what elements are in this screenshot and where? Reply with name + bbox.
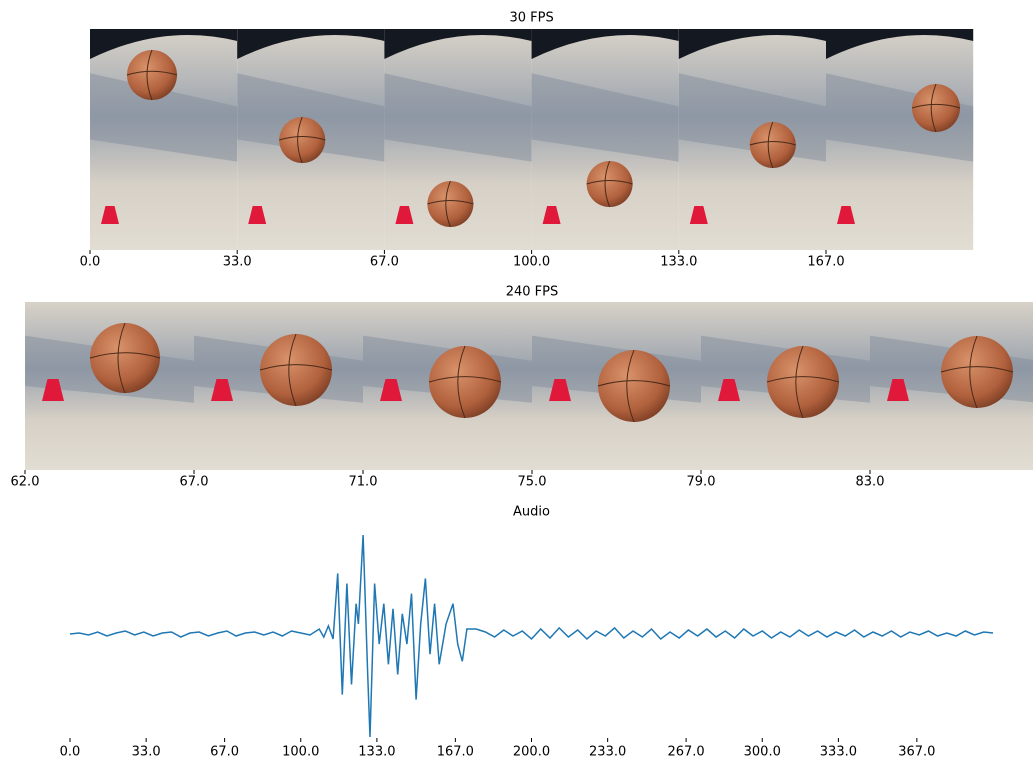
basketball: [127, 50, 177, 100]
x-tick-label: 100.0: [282, 745, 319, 760]
video-frame: [384, 29, 531, 250]
x-tick-label: 133.0: [660, 255, 697, 270]
video-frame: [826, 29, 973, 250]
x-tick-label: 167.0: [437, 745, 474, 760]
x-tick-label: 67.0: [370, 255, 399, 270]
video-frame: [25, 302, 194, 470]
basketball: [279, 117, 325, 163]
video-frame: [532, 29, 679, 250]
x-tick-label: 233.0: [589, 745, 626, 760]
x-tick-label: 267.0: [667, 745, 704, 760]
waveform: [70, 535, 993, 737]
x-tick-label: 133.0: [358, 745, 395, 760]
basketball: [90, 323, 160, 393]
x-tick-label: 367.0: [898, 745, 935, 760]
x-tick-label: 33.0: [132, 745, 161, 760]
basketball: [587, 161, 633, 207]
x-tick-label: 75.0: [518, 475, 547, 490]
figure: 30 FPS 0.0 33.0 67.0 100.0 133.0 167.0 240 FPS 6…: [0, 0, 1033, 764]
video-frame: [237, 29, 384, 250]
x-tick-label: 33.0: [223, 255, 252, 270]
video-frame: [532, 302, 701, 470]
video-frame: [701, 302, 870, 470]
basketball: [427, 181, 473, 227]
x-tick-label: 167.0: [807, 255, 844, 270]
panel-title: 30 FPS: [509, 11, 553, 26]
basketball: [941, 336, 1013, 408]
panel-title: 240 FPS: [506, 285, 559, 300]
x-tick-label: 67.0: [180, 475, 209, 490]
x-tick-label: 0.0: [80, 255, 101, 270]
basketball: [912, 84, 960, 132]
basketball: [598, 350, 670, 422]
x-tick-label: 100.0: [513, 255, 550, 270]
x-tick-label: 79.0: [687, 475, 716, 490]
panel-title: Audio: [513, 505, 550, 520]
x-tick-label: 200.0: [513, 745, 550, 760]
video-frame: [363, 302, 532, 470]
x-tick-label: 0.0: [60, 745, 81, 760]
x-tick-label: 333.0: [820, 745, 857, 760]
x-tick-label: 71.0: [349, 475, 378, 490]
x-tick-label: 67.0: [210, 745, 239, 760]
x-tick-label: 62.0: [11, 475, 40, 490]
basketball: [260, 334, 332, 406]
video-frame: [679, 29, 826, 250]
video-frame: [194, 302, 363, 470]
basketball: [429, 346, 501, 418]
basketball: [767, 346, 839, 418]
x-tick-label: 300.0: [744, 745, 781, 760]
video-frame: [870, 302, 1033, 470]
x-tick-label: 83.0: [856, 475, 885, 490]
basketball: [750, 122, 796, 168]
video-frame: [90, 29, 237, 250]
